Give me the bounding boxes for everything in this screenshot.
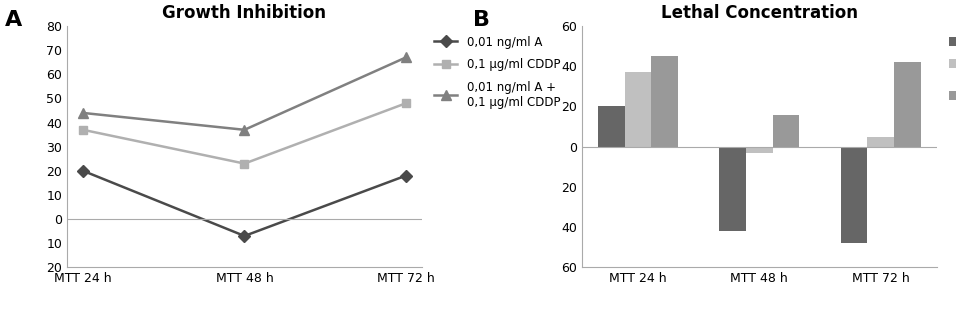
- 0,1 μg/ml CDDP: [239, 162, 250, 166]
- Legend: 0,01 ng/ml A, 0,1 μg/ml CDDP, 0,01 ng/ml A +
0,1 μg/ml CDDP: 0,01 ng/ml A, 0,1 μg/ml CDDP, 0,01 ng/ml…: [944, 31, 956, 113]
- Title: HCT-15 Cell Line
Lethal Concentration: HCT-15 Cell Line Lethal Concentration: [661, 0, 858, 22]
- Bar: [840, 147, 867, 243]
- Legend: 0,01 ng/ml A, 0,1 μg/ml CDDP, 0,01 ng/ml A +
0,1 μg/ml CDDP: 0,01 ng/ml A, 0,1 μg/ml CDDP, 0,01 ng/ml…: [429, 31, 565, 113]
- Line: 0,01 ng/ml A +
0,1 μg/ml CDDP: 0,01 ng/ml A + 0,1 μg/ml CDDP: [78, 52, 411, 135]
- Line: 0,1 μg/ml CDDP: 0,1 μg/ml CDDP: [79, 99, 410, 168]
- 0,1 μg/ml CDDP: [401, 101, 412, 105]
- Bar: [746, 147, 772, 153]
- Bar: [719, 147, 746, 231]
- 0,1 μg/ml CDDP: [77, 128, 89, 132]
- 0,01 ng/ml A: [77, 169, 89, 173]
- 0,01 ng/ml A +
0,1 μg/ml CDDP: [77, 111, 89, 115]
- 0,01 ng/ml A: [401, 174, 412, 178]
- Bar: [651, 56, 678, 147]
- Title: HCT-15 Cell Line
Growth Inhibition: HCT-15 Cell Line Growth Inhibition: [163, 0, 326, 22]
- 0,01 ng/ml A +
0,1 μg/ml CDDP: [239, 128, 250, 132]
- Bar: [772, 114, 799, 147]
- Bar: [867, 137, 894, 147]
- Line: 0,01 ng/ml A: 0,01 ng/ml A: [79, 167, 410, 240]
- Bar: [624, 72, 651, 147]
- Bar: [894, 62, 921, 147]
- Bar: [598, 107, 624, 147]
- Text: A: A: [5, 10, 22, 30]
- 0,01 ng/ml A +
0,1 μg/ml CDDP: [401, 55, 412, 59]
- Text: B: B: [473, 10, 490, 30]
- 0,01 ng/ml A: [239, 234, 250, 238]
